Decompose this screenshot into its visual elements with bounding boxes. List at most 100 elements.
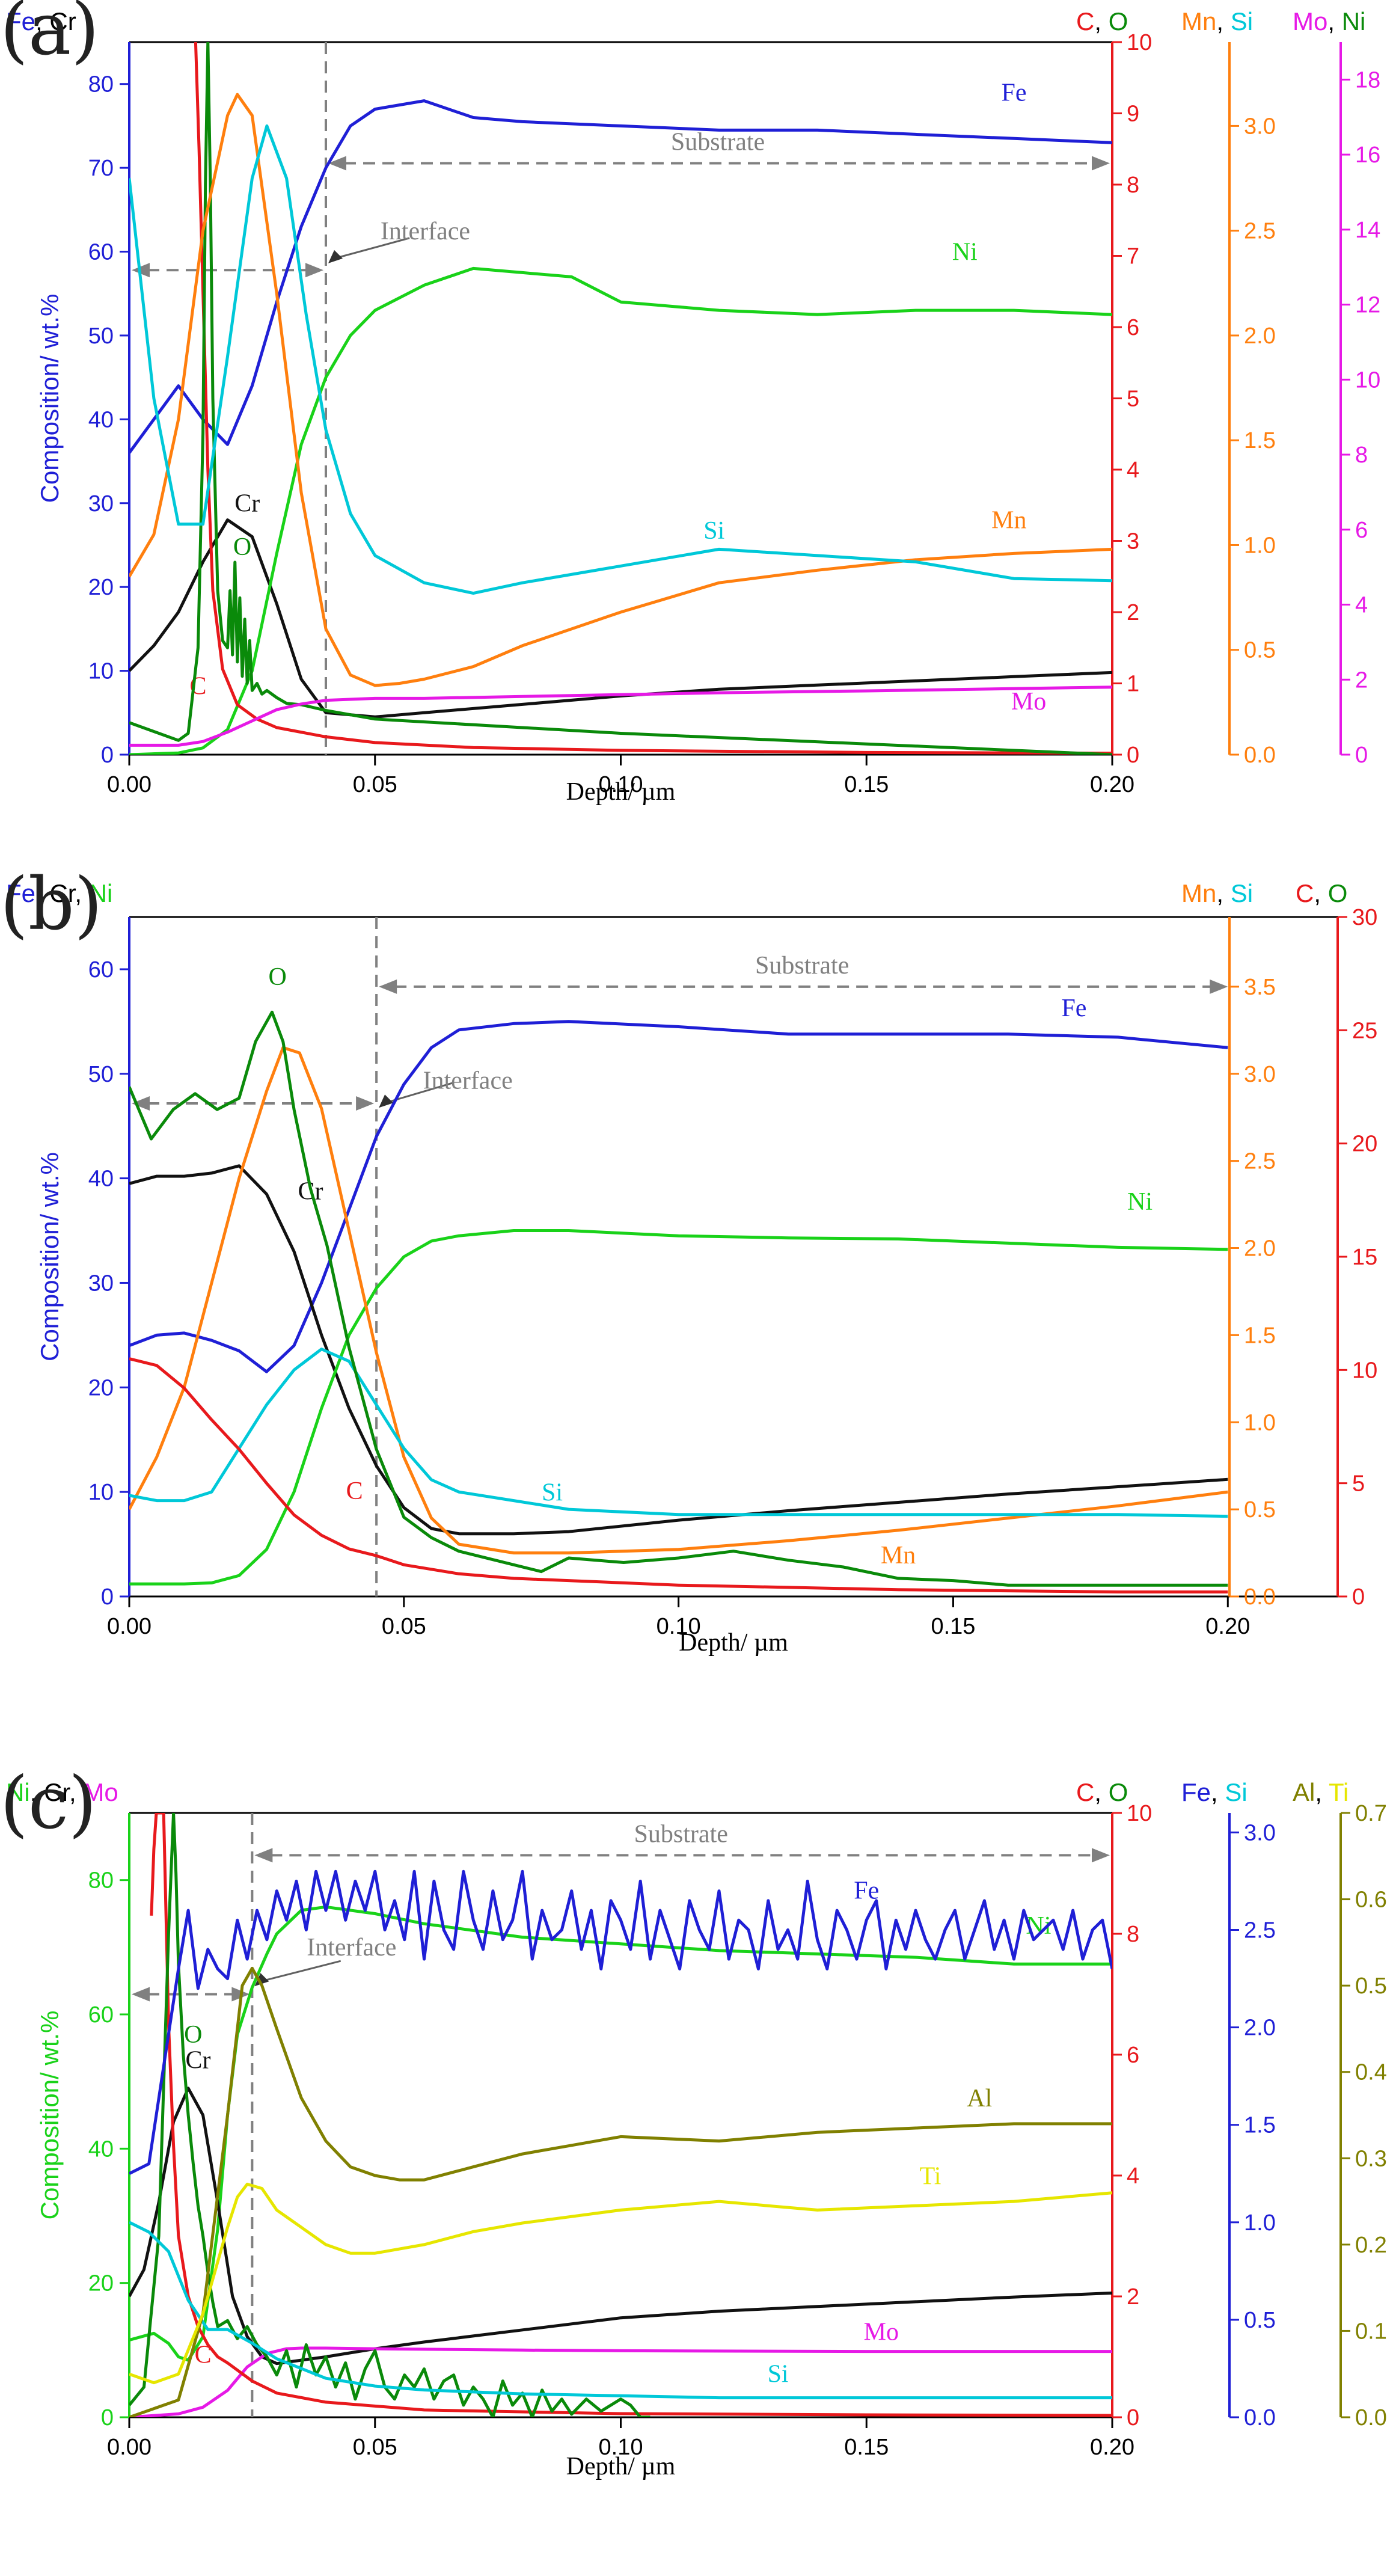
axis-header-part: C (1076, 1778, 1094, 1806)
axis-header-part: Mo (83, 1778, 118, 1806)
substrate-arrow-head-left (328, 156, 346, 171)
axis-header-R3: Al, Ti (1293, 1778, 1348, 1806)
y-tick-label: 0 (1127, 2405, 1139, 2430)
y-tick-label: 20 (1352, 1132, 1377, 1157)
series-label-Fe: Fe (1002, 79, 1027, 107)
series-label-Ni: Ni (1127, 1188, 1153, 1216)
interface-pointer (260, 1960, 341, 1983)
x-tick-label: 0.00 (107, 772, 152, 797)
y-tick-label: 0 (1127, 743, 1139, 768)
y-tick-label: 1.0 (1244, 2210, 1276, 2236)
x-tick-label: 0.05 (382, 1614, 426, 1639)
axis-header-part: , (30, 1778, 44, 1806)
y-tick-label: 0.4 (1355, 2060, 1387, 2085)
x-tick-label: 0.05 (353, 772, 397, 797)
y-tick-label: 40 (88, 1167, 114, 1192)
series-label-Al: Al (967, 2085, 992, 2112)
y-tick-label: 1 (1127, 672, 1139, 697)
y-tick-label: 7 (1127, 244, 1139, 269)
x-tick-label: 0.05 (353, 2435, 397, 2460)
series-line-Al (129, 1966, 1112, 2417)
axis-header-part: , (1216, 879, 1230, 907)
axis-header-part: , (75, 879, 88, 907)
axis-header-part: , (1211, 1778, 1225, 1806)
y-tick-label: 2 (1127, 600, 1139, 625)
y-tick-label: 8 (1127, 173, 1139, 198)
x-tick-label: 0.20 (1090, 772, 1134, 797)
y-tick-label: 70 (88, 156, 114, 181)
axis-header-part: Mn (1181, 879, 1216, 907)
y-tick-label: 18 (1355, 67, 1380, 93)
axis-header-R3: Mo, Ni (1293, 7, 1365, 35)
x-tick-label: 0.00 (107, 1614, 152, 1639)
y-tick-label: 1.5 (1244, 1323, 1276, 1348)
series-label-Cr: Cr (234, 490, 260, 518)
y-tick-label: 10 (88, 659, 114, 684)
series-label-O: O (184, 2021, 202, 2049)
oxide-arrow-head-left (132, 1987, 150, 2002)
interface-pointer-head (328, 250, 343, 263)
y-tick-label: 0.6 (1355, 1888, 1387, 1913)
series-line-Si (129, 2221, 1112, 2400)
y-tick-label: 5 (1352, 1471, 1365, 1497)
series-line-Cr (129, 1164, 1228, 1536)
axis-header-part: Si (1231, 7, 1253, 35)
axis-header-R2: C, O (1296, 879, 1347, 907)
x-tick-label: 0.10 (657, 1614, 701, 1639)
y-tick-label: 0 (101, 1584, 114, 1610)
series-line-Si (129, 1348, 1228, 1518)
y-tick-label: 3.0 (1244, 1820, 1276, 1845)
axis-header-part: , (1315, 1778, 1329, 1806)
y-tick-label: 0.0 (1244, 1584, 1276, 1610)
y-axis-title: Composition/ wt.% (35, 2011, 64, 2220)
axis-header-part: Al (1293, 1778, 1315, 1806)
y-tick-label: 0 (1352, 1584, 1365, 1610)
axis-header-part: C (1076, 7, 1094, 35)
axis-header-part: , (1094, 7, 1108, 35)
series-label-Ti: Ti (920, 2162, 941, 2190)
x-tick-label: 0.15 (844, 772, 889, 797)
series-line-Mn (129, 1046, 1228, 1555)
axis-header-part: Mn (1181, 7, 1216, 35)
axis-header-part: , (35, 879, 49, 907)
y-tick-label: 15 (1352, 1245, 1377, 1270)
series-label-Si: Si (703, 517, 724, 545)
y-tick-label: 2.0 (1244, 1236, 1276, 1262)
y-tick-label: 6 (1127, 2043, 1139, 2068)
y-tick-label: 9 (1127, 102, 1139, 127)
y-tick-label: 4 (1127, 458, 1139, 483)
y-tick-label: 2.0 (1244, 324, 1276, 349)
axis-header-part: , (35, 7, 49, 35)
axis-header-part: Ni (89, 879, 113, 907)
series-line-Ti (129, 2182, 1112, 2385)
x-tick-label: 0.00 (107, 2435, 152, 2460)
axis-header-part: , (69, 1778, 83, 1806)
interface-label: Interface (381, 218, 470, 245)
y-tick-label: 40 (88, 407, 114, 432)
axis-header-part: Si (1225, 1778, 1247, 1806)
panel-label: (b) (0, 863, 102, 946)
y-tick-label: 0.7 (1355, 1801, 1387, 1826)
y-tick-label: 8 (1127, 1922, 1139, 1947)
interface-label: Interface (423, 1067, 513, 1095)
series-line-C (150, 1813, 1112, 2417)
series-label-O: O (269, 963, 287, 991)
series-label-Fe: Fe (1061, 995, 1086, 1022)
y-tick-label: 3.0 (1244, 1062, 1276, 1087)
axis-header-R1: C, O (1076, 1778, 1128, 1806)
series-line-O (129, 1010, 1228, 1587)
y-tick-label: 3 (1127, 529, 1139, 554)
axis-header-L: Ni, Cr, Mo (6, 1778, 118, 1806)
substrate-arrow-head-left (379, 979, 397, 994)
y-tick-label: 25 (1352, 1018, 1377, 1043)
axis-header-part: , (1094, 1778, 1108, 1806)
panel-label: (c) (0, 1762, 97, 1845)
y-tick-label: 10 (1127, 1801, 1152, 1826)
axis-header-L: Fe, Cr, Ni (6, 879, 112, 907)
y-tick-label: 0.5 (1244, 638, 1276, 663)
y-tick-label: 20 (88, 2271, 114, 2296)
y-tick-label: 1.5 (1244, 2113, 1276, 2138)
oxide-arrow-head-left (132, 1096, 150, 1111)
